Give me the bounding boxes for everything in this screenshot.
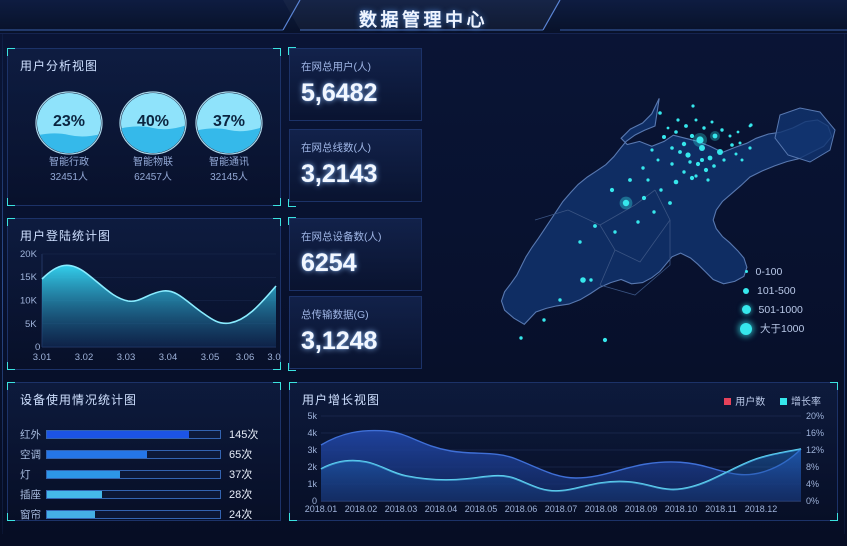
svg-text:3.06: 3.06 xyxy=(236,352,255,363)
svg-text:2018.04: 2018.04 xyxy=(425,504,458,514)
svg-text:2k: 2k xyxy=(307,462,317,472)
svg-text:1k: 1k xyxy=(307,479,317,489)
svg-text:2018.07: 2018.07 xyxy=(545,504,578,514)
svg-text:2018.09: 2018.09 xyxy=(625,504,658,514)
svg-text:0%: 0% xyxy=(806,496,819,506)
svg-text:20%: 20% xyxy=(806,411,824,421)
svg-text:16%: 16% xyxy=(806,428,824,438)
svg-text:2018.06: 2018.06 xyxy=(505,504,538,514)
svg-text:2018.03: 2018.03 xyxy=(385,504,418,514)
svg-text:15K: 15K xyxy=(20,272,38,283)
svg-text:5k: 5k xyxy=(307,411,317,421)
svg-text:12%: 12% xyxy=(806,445,824,455)
svg-text:4k: 4k xyxy=(307,428,317,438)
svg-text:20K: 20K xyxy=(20,249,38,260)
svg-text:3.0: 3.0 xyxy=(267,352,280,363)
svg-text:10K: 10K xyxy=(20,296,38,307)
svg-text:3.01: 3.01 xyxy=(33,352,52,363)
svg-text:8%: 8% xyxy=(806,462,819,472)
svg-text:3.04: 3.04 xyxy=(159,352,178,363)
svg-text:2018.12: 2018.12 xyxy=(745,504,778,514)
svg-text:2018.05: 2018.05 xyxy=(465,504,498,514)
svg-text:2018.11: 2018.11 xyxy=(705,504,737,514)
svg-text:3.02: 3.02 xyxy=(75,352,94,363)
svg-text:5K: 5K xyxy=(25,319,37,330)
svg-text:2018.02: 2018.02 xyxy=(345,504,378,514)
svg-text:3.05: 3.05 xyxy=(201,352,220,363)
svg-text:2018.08: 2018.08 xyxy=(585,504,618,514)
svg-text:2018.01: 2018.01 xyxy=(305,504,338,514)
svg-text:4%: 4% xyxy=(806,479,819,489)
svg-text:2018.10: 2018.10 xyxy=(665,504,698,514)
svg-text:3k: 3k xyxy=(307,445,317,455)
svg-text:3.03: 3.03 xyxy=(117,352,136,363)
